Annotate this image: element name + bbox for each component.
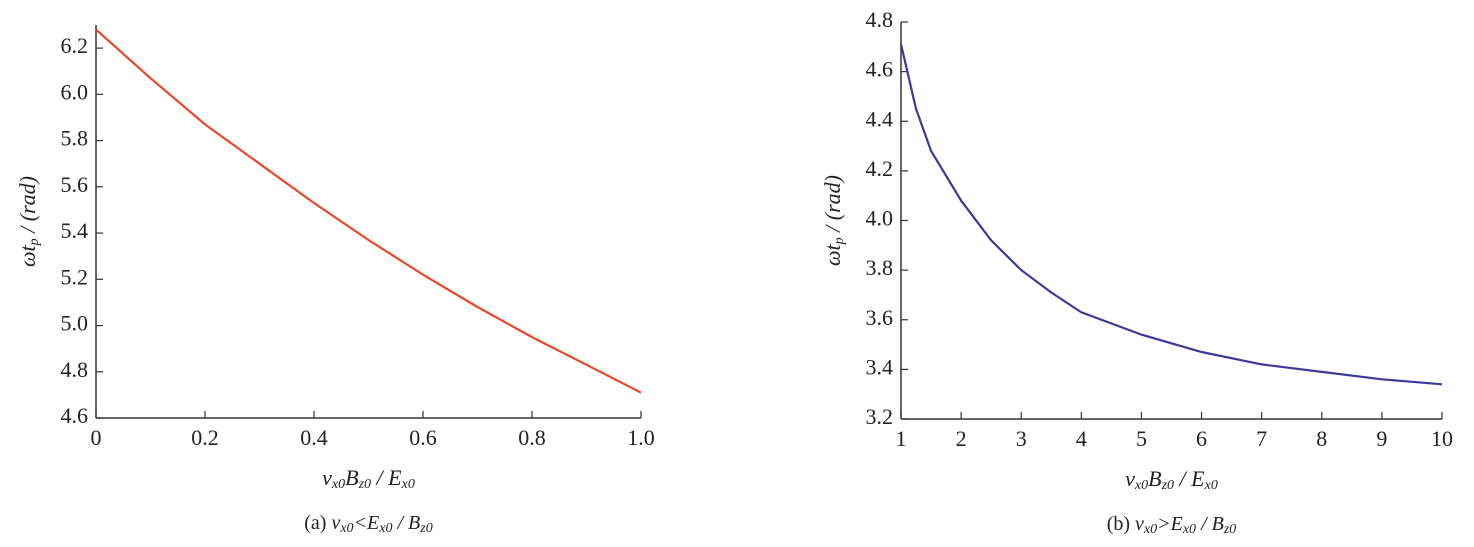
y-tick-label: 4.8 bbox=[866, 7, 894, 32]
subscript: p bbox=[27, 238, 42, 246]
x-tick-label: 6 bbox=[1196, 426, 1207, 451]
y-tick-label: 5.2 bbox=[61, 264, 89, 289]
x-tick-label: 0.6 bbox=[409, 425, 437, 450]
x-tick-label: 0.8 bbox=[518, 425, 546, 450]
y-tick-label: 3.4 bbox=[866, 354, 894, 379]
curve bbox=[899, 44, 1443, 386]
x-tick-label: 7 bbox=[1256, 426, 1267, 451]
y-tick-label: 6.0 bbox=[61, 79, 89, 104]
label-part: B bbox=[345, 465, 358, 490]
x-axis-label: vx0Bz0 / Ex0 bbox=[1125, 466, 1218, 493]
subscript: z0 bbox=[419, 521, 432, 536]
subscript: x0 bbox=[1143, 522, 1157, 537]
y-tick-label: 4.8 bbox=[61, 357, 89, 382]
panel: 4.6 4.8 5.0 5.2 5.4 5.6 5.8 6.0 6.2 0 0.2 0.4 0.6 0.8… bbox=[15, 25, 655, 536]
x-tick-label: 10 bbox=[1431, 426, 1453, 451]
caption: (a) vx0<Ex0 / Bz0 bbox=[304, 512, 432, 537]
label-part: B bbox=[1148, 466, 1161, 491]
subscript: x0 bbox=[331, 477, 345, 492]
y-tick-label: 4.6 bbox=[61, 403, 89, 428]
y-axis-label: ωtp / (rad) bbox=[15, 176, 42, 267]
label-part: ωt bbox=[820, 243, 845, 266]
x-tick-label: 1 bbox=[896, 426, 907, 451]
caption-part: / B bbox=[393, 512, 421, 534]
y-tick-label: 6.2 bbox=[61, 33, 89, 58]
x-axis-label: vx0Bz0 / Ex0 bbox=[322, 465, 415, 492]
x-tick-label: 5 bbox=[1136, 426, 1147, 451]
x-tick-label: 8 bbox=[1316, 426, 1327, 451]
x-tick-label: 2 bbox=[956, 426, 967, 451]
subscript: z0 bbox=[1161, 478, 1174, 493]
x-tick-label: 3 bbox=[1016, 426, 1027, 451]
y-tick-label: 3.8 bbox=[866, 255, 894, 280]
subscript: x0 bbox=[401, 477, 415, 492]
subscript: x0 bbox=[339, 521, 353, 536]
x-tick-label: 0.2 bbox=[191, 425, 219, 450]
label-part: / (rad) bbox=[820, 175, 845, 237]
caption: (b) vx0>Ex0 / Bz0 bbox=[1107, 513, 1237, 538]
subscript: x0 bbox=[378, 521, 392, 536]
y-tick-label: 4.4 bbox=[866, 106, 894, 131]
subscript: x0 bbox=[1134, 478, 1148, 493]
x-tick-label: 4 bbox=[1076, 426, 1087, 451]
label-part: v bbox=[322, 465, 332, 490]
y-tick-label: 3.6 bbox=[866, 305, 894, 330]
subscript: x0 bbox=[1182, 522, 1196, 537]
caption-part: v bbox=[331, 512, 340, 534]
caption-part: (a) bbox=[304, 512, 331, 534]
y-tick-label: 4.6 bbox=[866, 57, 894, 82]
y-tick-label: 4.0 bbox=[866, 206, 894, 231]
x-tick-label: 0.4 bbox=[300, 425, 328, 450]
x-tick-label: 0 bbox=[91, 425, 102, 450]
y-tick-label: 4.2 bbox=[866, 156, 894, 181]
y-axis-label: ωtp / (rad) bbox=[820, 175, 847, 266]
subscript: z0 bbox=[1223, 522, 1236, 537]
subscript: z0 bbox=[358, 477, 371, 492]
caption-part: (b) bbox=[1107, 513, 1135, 535]
label-part: ωt bbox=[15, 244, 40, 267]
caption-part: v bbox=[1135, 513, 1144, 535]
caption-part: >E bbox=[1157, 513, 1183, 535]
y-tick-label: 5.8 bbox=[61, 126, 89, 151]
y-tick-label: 5.6 bbox=[61, 172, 89, 197]
panel: 3.23.43.63.84.04.24.44.64.81 2 3 4 5 6 7 8 9 10vx… bbox=[820, 7, 1453, 537]
caption-part: / B bbox=[1196, 513, 1224, 535]
label-part: v bbox=[1125, 466, 1135, 491]
caption-part: <E bbox=[354, 512, 380, 534]
x-tick-label: 1.0 bbox=[627, 425, 655, 450]
y-tick-label: 5.4 bbox=[61, 218, 89, 243]
label-part: / E bbox=[1174, 466, 1205, 491]
subscript: x0 bbox=[1204, 478, 1218, 493]
subscript: p bbox=[832, 237, 847, 245]
curve bbox=[95, 28, 642, 394]
y-tick-label: 5.0 bbox=[61, 311, 89, 336]
label-part: / E bbox=[371, 465, 402, 490]
label-part: / (rad) bbox=[15, 176, 40, 238]
y-tick-label: 3.2 bbox=[866, 404, 894, 429]
x-tick-label: 9 bbox=[1376, 426, 1387, 451]
